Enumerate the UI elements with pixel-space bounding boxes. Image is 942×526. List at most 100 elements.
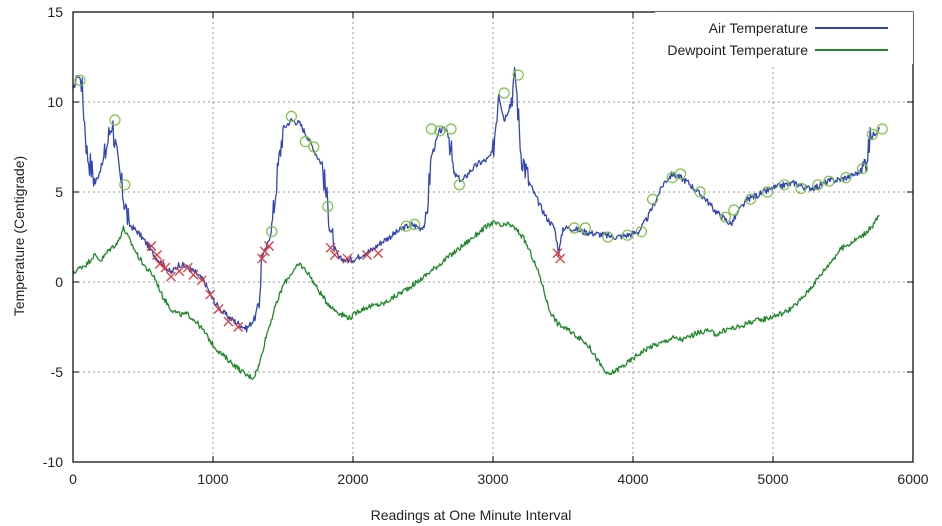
x-tick-label: 0: [69, 471, 77, 487]
circle-marker: [876, 123, 888, 135]
cross-marker-stroke: [213, 304, 224, 314]
cross-marker-stroke: [154, 259, 165, 269]
circle-marker: [778, 179, 790, 191]
cross-marker: [264, 241, 274, 251]
y-axis-label: Temperature (Centigrade): [11, 156, 27, 316]
y-tick-label: -10: [43, 454, 63, 470]
plot-frame: [72, 11, 914, 463]
circle-marker: [761, 186, 774, 198]
circle-marker: [266, 226, 278, 238]
cross-marker-stroke: [223, 316, 234, 327]
cross-marker-stroke: [552, 248, 563, 259]
cross-marker: [259, 246, 270, 257]
circle-marker: [445, 123, 457, 135]
circle-marker: [579, 222, 592, 234]
circle-marker: [728, 204, 740, 216]
cross-marker-stroke: [146, 241, 157, 251]
cross-marker-stroke: [188, 269, 199, 280]
circle-marker: [621, 229, 634, 241]
cross-marker-stroke: [257, 253, 267, 264]
cross-marker: [182, 262, 193, 273]
cross-marker-stroke: [182, 262, 193, 273]
circle-marker: [694, 186, 706, 198]
series-line-dewpoint-temperature: [72, 214, 880, 380]
y-tick-label: 10: [47, 94, 63, 110]
x-tick-label: 1000: [197, 471, 228, 487]
cross-marker: [152, 250, 162, 260]
circle-marker: [285, 110, 297, 123]
cross-marker: [154, 259, 165, 269]
cross-marker: [555, 253, 566, 264]
cross-marker: [552, 248, 563, 259]
circle-marker: [646, 193, 659, 205]
circle-marker: [866, 128, 879, 140]
x-tick-label: 2000: [337, 471, 368, 487]
series-line-air-temperature: [72, 67, 881, 333]
cross-marker: [196, 275, 207, 286]
circle-marker: [119, 179, 131, 191]
cross-marker-stroke: [329, 250, 340, 260]
x-axis-label: Readings at One Minute Interval: [371, 507, 572, 523]
circle-marker: [498, 87, 510, 99]
circle-marker: [674, 168, 687, 180]
y-tick-label: 5: [55, 184, 63, 200]
circle-marker: [856, 163, 869, 175]
cross-marker: [233, 322, 244, 332]
circle-marker: [635, 226, 648, 238]
cross-marker-stroke: [362, 250, 372, 260]
cross-marker-stroke: [233, 322, 244, 332]
cross-marker-stroke: [259, 246, 270, 257]
circle-marker: [453, 179, 465, 191]
cross-marker-stroke: [174, 266, 185, 277]
cross-marker: [342, 253, 353, 264]
cross-marker-stroke: [555, 253, 566, 264]
legend-label-air-temperature: Air Temperature: [709, 20, 809, 36]
cross-marker: [188, 269, 199, 280]
y-tick-label: 15: [47, 4, 63, 20]
cross-marker-stroke: [325, 242, 336, 253]
grid-layer: [73, 12, 913, 462]
cross-marker: [160, 262, 171, 273]
circle-marker: [308, 141, 320, 153]
cross-marker: [146, 241, 157, 251]
cross-marker-stroke: [166, 271, 176, 282]
circle-marker: [74, 74, 86, 87]
cross-marker: [205, 289, 216, 300]
circle-marker: [400, 220, 412, 232]
circle-marker: [744, 193, 757, 205]
cross-marker-stroke: [205, 289, 216, 300]
series-layer: [72, 67, 881, 380]
circle-marker: [434, 125, 446, 137]
cross-marker-stroke: [264, 241, 274, 251]
circle-marker: [812, 179, 824, 191]
circle-marker: [512, 69, 524, 81]
circle-marker: [795, 182, 807, 194]
circle-marker: [840, 172, 852, 184]
cross-marker: [223, 316, 234, 327]
legend-background: [655, 12, 913, 64]
circle-marker: [602, 231, 614, 243]
cross-marker: [362, 250, 372, 260]
cross-marker-stroke: [342, 253, 353, 264]
marker-layer: [74, 69, 888, 332]
x-tick-label: 3000: [477, 471, 508, 487]
cross-marker: [329, 250, 340, 260]
cross-marker-stroke: [373, 248, 384, 259]
cross-marker-stroke: [196, 275, 207, 286]
cross-marker-stroke: [160, 262, 171, 273]
y-tick-label: 0: [55, 274, 63, 290]
circle-marker: [823, 175, 835, 187]
cross-marker: [166, 271, 176, 282]
x-tick-label: 6000: [897, 471, 928, 487]
cross-marker: [174, 266, 185, 277]
circle-marker: [299, 136, 311, 148]
x-tick-label: 4000: [617, 471, 648, 487]
axis-layer: 0 1000 2000 3000 4000 5000 6000 -10 -5 0 5 10 15: [43, 4, 929, 487]
circle-marker: [409, 218, 421, 230]
x-tick-label: 5000: [757, 471, 788, 487]
circle-marker: [322, 200, 334, 212]
circle-marker: [109, 114, 121, 126]
